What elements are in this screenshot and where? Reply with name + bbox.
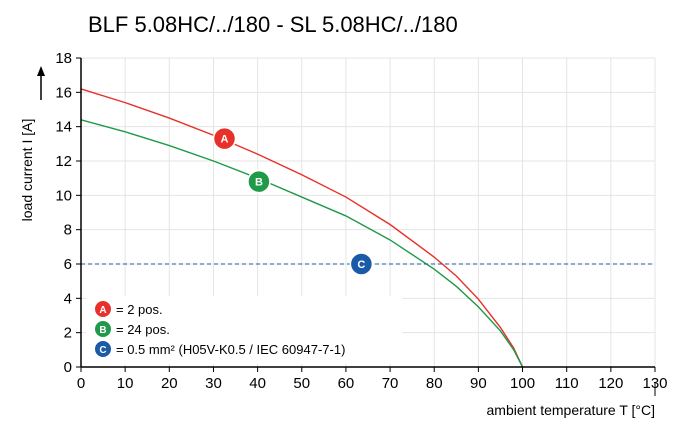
- legend-marker-b: [95, 321, 111, 337]
- legend-entry-text: = 24 pos.: [116, 322, 170, 337]
- legend-box: [86, 296, 402, 364]
- chart-title: BLF 5.08HC/../180 - SL 5.08HC/../180: [88, 12, 458, 37]
- x-axis-label: ambient temperature T [°C]: [487, 402, 656, 418]
- x-tick-label: 10: [117, 375, 134, 392]
- x-tick-label: 50: [293, 375, 310, 392]
- y-tick-label: 14: [55, 119, 72, 136]
- legend-entry-text: = 0.5 mm² (H05V-K0.5 / IEC 60947-7-1): [116, 342, 345, 357]
- y-tick-label: 18: [55, 50, 72, 67]
- axes: [76, 57, 656, 372]
- series-marker-c: [349, 252, 374, 276]
- y-tick-label: 6: [64, 256, 72, 273]
- y-axis-arrow-icon: [37, 66, 45, 76]
- legend-marker-letter: C: [99, 345, 106, 356]
- y-tick-label: 16: [55, 84, 72, 101]
- legend-marker-a: [95, 301, 111, 317]
- x-tick-label: 80: [426, 375, 443, 392]
- x-tick-label: 90: [470, 375, 487, 392]
- x-tick-label: 30: [205, 375, 222, 392]
- y-tick-label: 2: [64, 325, 72, 342]
- series-marker-a: [212, 126, 237, 151]
- x-tick-label: 100: [510, 375, 535, 392]
- series-markers: A B C: [212, 126, 374, 276]
- legend-marker-c: [95, 341, 111, 357]
- y-tick-label: 10: [55, 187, 72, 204]
- legend: A = 2 pos. B = 24 pos. C = 0.5 mm² (H05V-K0.5…: [86, 296, 402, 364]
- series-line-a: [80, 88, 524, 368]
- x-tick-label: 110: [555, 375, 579, 392]
- y-tick-label: 12: [55, 153, 72, 170]
- y-axis-label: load current I [A]: [19, 119, 35, 222]
- x-tick-label: 70: [382, 375, 399, 392]
- x-tick-label: 120: [598, 375, 623, 392]
- x-tick-label: 60: [338, 375, 355, 392]
- y-tick-label: 8: [64, 222, 72, 239]
- series-marker-letter: C: [357, 259, 365, 271]
- y-tick-label: 4: [64, 290, 72, 307]
- x-tick-label: 0: [77, 375, 85, 392]
- series-line-b: [80, 119, 524, 368]
- series-marker-b: [247, 169, 271, 194]
- x-tick-label: 40: [249, 375, 266, 392]
- y-tick-label: 0: [64, 359, 72, 376]
- legend-entry-text: = 2 pos.: [116, 302, 163, 317]
- x-tick-label: 20: [161, 375, 178, 392]
- legend-marker-letter: A: [99, 305, 106, 316]
- series-marker-letter: B: [255, 177, 263, 189]
- series-marker-letter: A: [221, 134, 229, 146]
- legend-marker-letter: B: [99, 325, 106, 336]
